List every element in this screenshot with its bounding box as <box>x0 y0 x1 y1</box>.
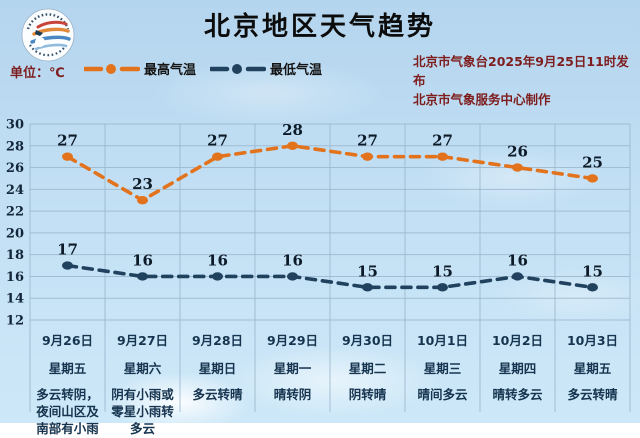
min-temp-value: 17 <box>57 241 78 259</box>
day-column: 9月27日星期六阴有小雨或零星小雨转多云 <box>105 330 180 438</box>
max-temp-value: 27 <box>57 132 78 150</box>
date-label: 10月3日 <box>566 333 619 348</box>
max-temp-value: 26 <box>507 143 528 161</box>
temperature-trend-chart: 30 28 26 24 22 20 18 16 14 12 27 23 27 28 27 27 26 25 17 16… <box>6 118 631 412</box>
weekday-label: 星期六 <box>123 361 162 376</box>
weather-label: 阴转晴 <box>348 387 387 402</box>
weekday-label: 星期三 <box>423 361 462 376</box>
day-column: 9月29日星期一晴转阴 <box>255 330 330 438</box>
weather-label: 多云转晴 <box>192 387 243 402</box>
legend-label-min-temp: 最低气温 <box>270 63 323 78</box>
max-temp-value: 27 <box>357 132 378 150</box>
max-temp-point <box>512 163 523 172</box>
y-axis-tick-label: 14 <box>6 292 24 307</box>
min-temp-value: 15 <box>357 262 378 280</box>
legend-item-max-temp: 最高气温 <box>84 59 196 78</box>
max-temp-value: 23 <box>132 175 153 193</box>
day-column: 10月1日星期三晴间多云 <box>405 330 480 438</box>
max-temp-point <box>437 152 448 161</box>
min-temp-value: 15 <box>582 262 603 280</box>
date-label: 10月1日 <box>416 333 469 348</box>
max-temp-point <box>587 174 598 183</box>
y-axis-tick-label: 16 <box>6 270 24 285</box>
weekday-label: 星期四 <box>498 361 537 376</box>
day-column: 9月26日星期五多云转阴，夜间山区及南部有小雨 <box>30 330 105 438</box>
weekday-label: 星期五 <box>573 361 612 376</box>
max-temp-value: 28 <box>282 121 303 139</box>
day-column: 10月2日星期四晴转多云 <box>480 330 555 438</box>
day-column: 10月3日星期五多云转晴 <box>555 330 630 438</box>
logo-red-stripe <box>36 20 68 29</box>
legend-item-min-temp: 最低气温 <box>210 59 322 78</box>
logo-lightblue-stripe <box>34 43 68 51</box>
max-temp-point <box>362 152 373 161</box>
day-column: 9月28日星期日多云转晴 <box>180 330 255 438</box>
weekday-label: 星期一 <box>273 361 312 376</box>
logo-rim-text <box>29 44 67 57</box>
min-temp-point <box>287 272 298 281</box>
weather-label: 多云转晴 <box>567 387 618 402</box>
min-temp-point <box>362 283 373 292</box>
y-axis-tick-label: 26 <box>6 161 24 176</box>
y-axis-tick-label: 22 <box>6 205 24 220</box>
day-column: 9月30日星期二阴转晴 <box>330 330 405 438</box>
min-temp-value: 16 <box>282 251 303 269</box>
y-axis-tick-label: 12 <box>6 314 24 329</box>
unit-label: 单位：℃ <box>10 66 65 81</box>
logo-bird <box>35 30 43 36</box>
beijing-meteorological-logo-icon <box>21 8 75 62</box>
min-temp-point <box>437 283 448 292</box>
min-temp-line <box>65 263 595 290</box>
date-label: 10月2日 <box>491 333 544 348</box>
min-temp-point <box>137 272 148 281</box>
weather-label: 多云转阴，夜间山区及南部有小雨 <box>36 387 99 436</box>
y-axis-tick-label: 30 <box>6 118 24 133</box>
max-temp-point <box>137 196 148 205</box>
date-label: 9月29日 <box>266 333 319 348</box>
weather-label: 阴有小雨或零星小雨转多云 <box>111 387 174 436</box>
min-temp-value: 16 <box>507 251 528 269</box>
min-temp-line-icon <box>210 63 267 74</box>
y-axis-tick-label: 18 <box>6 248 24 263</box>
weekday-label: 星期五 <box>48 361 87 376</box>
weekday-label: 星期二 <box>348 361 387 376</box>
min-temp-value: 15 <box>432 262 453 280</box>
max-temp-point <box>287 141 298 150</box>
date-label: 9月28日 <box>191 333 244 348</box>
max-temp-value: 25 <box>582 153 603 171</box>
weather-label: 晴转阴 <box>273 387 312 402</box>
max-temp-point <box>212 152 223 161</box>
min-temp-value: 16 <box>132 251 153 269</box>
max-temp-value: 27 <box>207 132 228 150</box>
date-label: 9月26日 <box>41 333 94 348</box>
page-title: 北京地区天气趋势 <box>203 12 436 42</box>
logo-cloud <box>35 37 45 47</box>
y-axis-tick-label: 28 <box>6 139 24 154</box>
weather-label: 晴转多云 <box>492 387 543 402</box>
weather-label: 晴间多云 <box>417 387 468 402</box>
date-label: 9月27日 <box>116 333 169 348</box>
y-axis-tick-label: 24 <box>6 183 24 198</box>
min-temp-point <box>212 272 223 281</box>
max-temp-point <box>62 152 73 161</box>
min-temp-value: 16 <box>207 251 228 269</box>
min-temp-point <box>512 272 523 281</box>
issued-line2: 北京市气象服务中心制作 <box>413 91 551 107</box>
max-temp-line <box>65 143 595 203</box>
min-temp-point <box>62 261 73 270</box>
legend-label-max-temp: 最高气温 <box>144 63 197 78</box>
day-labels-row: 9月26日 星期五 多云转阴，夜间山区及南部有小雨 9月27日 星期六 阴有小雨或零星小雨… <box>30 330 630 438</box>
max-temp-value: 27 <box>432 132 453 150</box>
max-temp-line-icon <box>84 63 140 74</box>
min-temp-point <box>587 283 598 292</box>
issue-info: 北京市气象台2025年9月25日11时发布 北京市气象服务中心制作 <box>413 53 640 109</box>
y-axis-tick-label: 20 <box>6 226 24 241</box>
issued-line1: 北京市气象台2025年9月25日11时发布 <box>413 54 629 88</box>
weekday-label: 星期日 <box>198 361 237 376</box>
date-label: 9月30日 <box>341 333 394 348</box>
legend: 最高气温 最低气温 <box>84 59 322 78</box>
